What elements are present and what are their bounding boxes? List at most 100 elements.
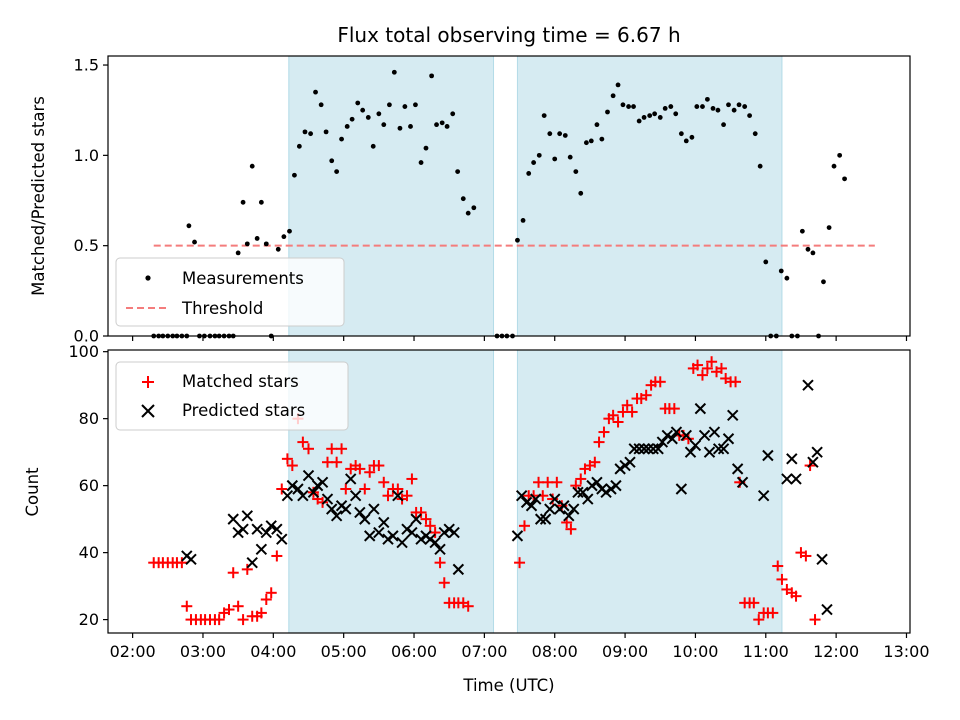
count-x-axis: 02:00 03:00 04:00 05:00 06:00 07:00 08:00 09:00… bbox=[110, 633, 930, 661]
measurement-point bbox=[391, 69, 397, 75]
measurement-point bbox=[657, 115, 663, 120]
matched-star-point bbox=[626, 406, 638, 418]
matched-star-point bbox=[227, 567, 239, 579]
measurement-point bbox=[258, 199, 264, 205]
matched-star-point bbox=[809, 614, 821, 626]
measurement-point bbox=[408, 124, 413, 129]
measurement-point bbox=[349, 116, 355, 122]
count-y-label: Count bbox=[23, 467, 42, 517]
ratio-y-label: Matched/Predicted stars bbox=[29, 96, 48, 296]
measurement-point bbox=[799, 228, 805, 234]
predicted-star-point bbox=[281, 489, 294, 502]
predicted-star-point bbox=[265, 520, 277, 532]
matched-star-point bbox=[462, 600, 474, 612]
measurement-point bbox=[365, 115, 371, 120]
matched-star-point bbox=[340, 483, 352, 495]
predicted-star-point bbox=[582, 493, 594, 505]
predicted-star-point bbox=[694, 402, 707, 415]
predicted-star-point bbox=[568, 503, 580, 515]
matched-star-point bbox=[241, 563, 253, 575]
matched-star-point bbox=[640, 389, 652, 401]
measurement-point bbox=[689, 134, 695, 140]
predicted-star-point bbox=[811, 446, 823, 458]
ratio-frame bbox=[107, 55, 911, 337]
matched-star-point bbox=[331, 456, 343, 468]
measurement-point bbox=[668, 104, 674, 109]
predicted-star-point bbox=[675, 483, 688, 495]
predicted-star-point bbox=[276, 533, 288, 545]
matched-star-point bbox=[401, 490, 413, 502]
measurement-point bbox=[652, 111, 658, 117]
y-tick-label: 20 bbox=[79, 610, 99, 629]
measurement-point bbox=[594, 122, 600, 128]
x-axis-label: Time (UTC) bbox=[462, 676, 554, 695]
chart-title: Flux total observing time = 6.67 h bbox=[337, 23, 680, 47]
measurement-point bbox=[465, 210, 471, 216]
measurement-point bbox=[747, 113, 752, 119]
measurement-point bbox=[710, 105, 716, 111]
predicted-star-point bbox=[316, 476, 329, 488]
predicted-star-point bbox=[520, 496, 533, 509]
matched-star-point bbox=[336, 443, 348, 455]
measurement-point bbox=[186, 223, 192, 229]
measurement-point bbox=[805, 246, 811, 252]
predicted-star-point bbox=[610, 479, 622, 492]
measurement-point bbox=[387, 102, 392, 108]
measurement-point bbox=[402, 104, 408, 109]
predicted-star-point bbox=[448, 526, 460, 539]
measurement-point bbox=[360, 107, 366, 113]
matched-star-point bbox=[265, 587, 277, 599]
measurement-point bbox=[610, 93, 616, 99]
measurement-point bbox=[254, 236, 260, 241]
measurement-point bbox=[334, 169, 340, 175]
matched-star-point bbox=[420, 513, 432, 525]
predicted-star-point bbox=[359, 513, 371, 525]
predicted-star-point bbox=[591, 476, 603, 488]
predicted-star-point bbox=[736, 476, 749, 488]
matched-star-point bbox=[589, 456, 601, 468]
predicted-star-point bbox=[614, 463, 626, 475]
measurement-point bbox=[731, 107, 737, 113]
measurement-point bbox=[292, 172, 297, 178]
measurement-point bbox=[460, 196, 466, 202]
predicted-star-point bbox=[511, 530, 524, 542]
matched-star-point bbox=[297, 436, 309, 448]
x-tick-label: 08:00 bbox=[532, 642, 578, 661]
measurement-point bbox=[439, 120, 445, 126]
matched-star-point bbox=[176, 557, 188, 569]
predicted-star-point bbox=[368, 503, 380, 515]
predicted-star-point bbox=[443, 523, 455, 535]
observing-window-2 bbox=[516, 55, 783, 337]
predicted-legend-marker bbox=[141, 404, 155, 418]
matched-star-point bbox=[326, 443, 338, 455]
predicted-star-point bbox=[251, 523, 263, 535]
measurement-point bbox=[323, 129, 329, 135]
matched-star-point bbox=[551, 476, 563, 488]
measurement-point bbox=[275, 246, 281, 252]
predicted-star-point bbox=[544, 503, 556, 515]
predicted-star-point bbox=[438, 526, 450, 539]
predicted-star-point bbox=[731, 463, 744, 475]
predicted-star-point bbox=[525, 500, 538, 512]
measurement-point bbox=[583, 140, 589, 146]
predicted-star-point bbox=[378, 516, 390, 529]
measurement-point bbox=[678, 131, 684, 137]
predicted-star-point bbox=[577, 486, 589, 499]
measurement-point bbox=[397, 125, 403, 131]
predicted-star-point bbox=[321, 493, 334, 505]
measurement-point bbox=[308, 131, 314, 137]
measurement-point bbox=[694, 104, 700, 109]
matched-star-point bbox=[434, 557, 446, 569]
measurement-point bbox=[552, 156, 558, 162]
measurement-point bbox=[418, 160, 424, 165]
ratio-y-axis: 0.0 0.5 1.0 1.5 bbox=[74, 56, 108, 346]
x-tick-label: 06:00 bbox=[391, 642, 437, 661]
predicted-star-point bbox=[530, 493, 542, 505]
predicted-star-point bbox=[703, 446, 716, 458]
matched-star-point bbox=[612, 416, 624, 428]
matched-star-point bbox=[438, 577, 450, 589]
matched-star-point bbox=[668, 403, 680, 415]
predicted-star-point bbox=[349, 489, 362, 502]
measurement-point bbox=[536, 152, 542, 158]
